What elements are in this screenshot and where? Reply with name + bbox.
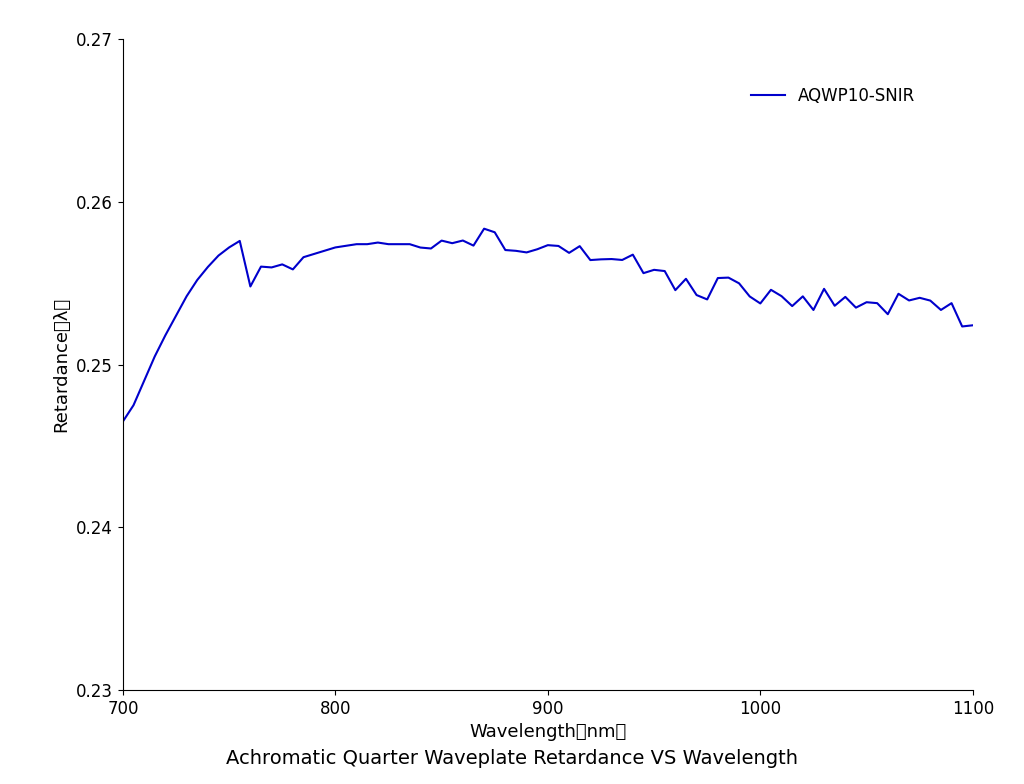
AQWP10-SNIR bbox=[818, 284, 830, 293]
AQWP10-SNIR bbox=[595, 255, 607, 264]
AQWP10-SNIR bbox=[117, 417, 129, 426]
Line: AQWP10-SNIR: AQWP10-SNIR bbox=[123, 229, 973, 422]
Text: Achromatic Quarter Waveplate Retardance VS Wavelength: Achromatic Quarter Waveplate Retardance … bbox=[226, 750, 798, 768]
Y-axis label: Retardance（λ）: Retardance（λ） bbox=[52, 297, 71, 432]
Legend: AQWP10-SNIR: AQWP10-SNIR bbox=[744, 80, 922, 111]
X-axis label: Wavelength（nm）: Wavelength（nm） bbox=[469, 723, 627, 741]
AQWP10-SNIR bbox=[658, 267, 671, 276]
AQWP10-SNIR bbox=[967, 321, 979, 330]
AQWP10-SNIR bbox=[892, 289, 904, 299]
AQWP10-SNIR bbox=[860, 297, 872, 307]
AQWP10-SNIR bbox=[755, 299, 767, 308]
AQWP10-SNIR bbox=[478, 224, 490, 234]
